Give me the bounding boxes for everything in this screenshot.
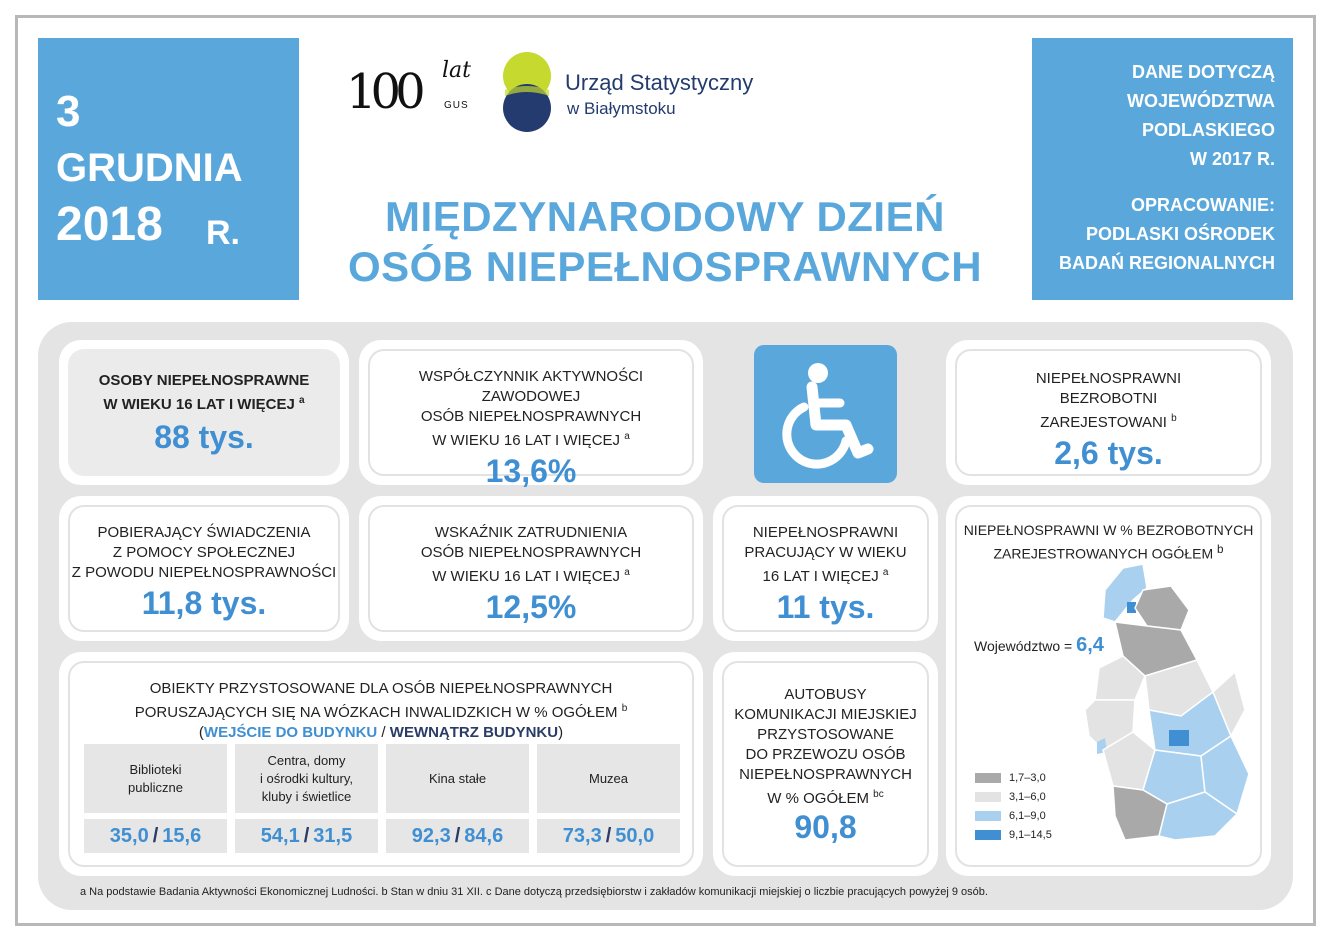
card-label: OSÓB NIEPEŁNOSPRAWNYCH: [420, 544, 642, 561]
objects-col-value: 73,3/50,0: [537, 819, 680, 853]
objects-col-value: 92,3/84,6: [386, 819, 529, 853]
card-label: W % OGÓŁEM bc: [767, 789, 884, 807]
card-label: W WIEKU 16 LAT I WIĘCEJ a: [432, 567, 630, 585]
date-month: GRUDNIA: [56, 146, 243, 190]
objects-legend: (WEJŚCIE DO BUDYNKU / WEWNĄTRZ BUDYNKU): [198, 724, 564, 741]
card-value: 2,6 tys.: [1054, 435, 1163, 471]
card-label: OSOBY NIEPEŁNOSPRAWNE: [98, 372, 310, 389]
info-line-1: DANE DOTYCZĄ: [1132, 62, 1275, 82]
card-unemployed: NIEPEŁNOSPRAWNI BEZROBOTNI ZAREJESTOWANI…: [946, 340, 1271, 485]
objects-title: OBIEKTY PRZYSTOSOWANE DLA OSÓB NIEPEŁNOS…: [149, 680, 613, 697]
card-label: W WIEKU 16 LAT I WIĘCEJ a: [432, 431, 630, 449]
info-line-6: PODLASKI OŚRODEK: [1085, 224, 1275, 244]
logo-gus: GUS: [444, 100, 469, 111]
card-label: DO PRZEWOZU OSÓB: [745, 746, 906, 763]
date-day: 3: [56, 87, 81, 136]
objects-col-header: Muzea: [537, 744, 680, 813]
main-title: MIĘDZYNARODOWY DZIEŃ OSÓB NIEPEŁNOSPRAWN…: [300, 192, 1030, 292]
map-title: ZAREJESTROWANYCH OGÓŁEM b: [993, 543, 1224, 562]
voivodeship-value: Województwo = 6,4: [974, 634, 1104, 656]
map-title: NIEPEŁNOSPRAWNI W % BEZROBOTNYCH: [963, 522, 1254, 538]
objects-col-value: 35,0/15,6: [84, 819, 227, 853]
card-label: Z POWODU NIEPEŁNOSPRAWNOŚCI: [71, 564, 337, 581]
footnote: a Na podstawie Badania Aktywności Ekonom…: [80, 886, 988, 898]
objects-col-header: Centra, domy i ośrodki kultury, kluby i św…: [235, 744, 378, 813]
card-label: KOMUNIKACJI MIEJSKIEJ: [734, 706, 917, 723]
legend-item: 9,1–14,5: [975, 825, 1052, 844]
logo-lat: lat: [442, 58, 471, 83]
statistical-office-logo-icon: [503, 52, 551, 132]
card-label: NIEPEŁNOSPRAWNI: [752, 524, 899, 541]
card-employment-rate: WSKAŹNIK ZATRUDNIENIA OSÓB NIEPEŁNOSPRAW…: [359, 496, 703, 641]
date-box: 3 GRUDNIA 2018 R.: [38, 38, 299, 300]
office-name: Urząd Statystyczny: [565, 70, 754, 95]
card-label: BEZROBOTNI: [1059, 390, 1158, 407]
title-line-1: MIĘDZYNARODOWY DZIEŃ: [385, 193, 945, 240]
card-buses: AUTOBUSY KOMUNIKACJI MIEJSKIEJ PRZYSTOSO…: [713, 652, 938, 876]
card-value: 12,5%: [485, 589, 577, 625]
legend-item: 1,7–3,0: [975, 768, 1052, 787]
logo-hundred: 100: [346, 64, 426, 120]
card-label: Z POMOCY SPOŁECZNEJ: [112, 544, 296, 561]
card-disabled-persons: OSOBY NIEPEŁNOSPRAWNE W WIEKU 16 LAT I W…: [59, 340, 349, 485]
card-label: POBIERAJĄCY ŚWIADCZENIA: [97, 524, 311, 541]
card-label: PRZYSTOSOWANE: [757, 726, 894, 743]
date-suffix: R.: [206, 214, 240, 252]
card-value: 11 tys.: [776, 589, 875, 625]
objects-title: PORUSZAJĄCYCH SIĘ NA WÓZKACH INWALIDZKIC…: [134, 703, 628, 721]
card-label: NIEPEŁNOSPRAWNI: [1035, 370, 1182, 387]
info-line-7: BADAŃ REGIONALNYCH: [1059, 253, 1275, 273]
card-label: NIEPEŁNOSPRAWNYCH: [739, 766, 912, 783]
card-label: ZAREJESTOWANI b: [1040, 413, 1177, 431]
legend-item: 6,1–9,0: [975, 806, 1052, 825]
card-value: 11,8 tys.: [141, 585, 267, 621]
wheelchair-icon: [782, 363, 874, 469]
wheelchair-card: [754, 345, 897, 483]
info-line-3: PODLASKIEGO: [1141, 120, 1275, 140]
card-value: 13,6%: [485, 453, 577, 489]
card-label: OSÓB NIEPEŁNOSPRAWNYCH: [420, 408, 642, 425]
info-box: DANE DOTYCZĄ WOJEWÓDZTWA PODLASKIEGO W 2…: [1032, 38, 1293, 300]
card-value: 88 tys.: [154, 419, 254, 455]
legend-item: 3,1–6,0: [975, 787, 1052, 806]
objects-col-value: 54,1/31,5: [235, 819, 378, 853]
info-line-2: WOJEWÓDZTWA: [1127, 91, 1275, 111]
card-social-benefits: POBIERAJĄCY ŚWIADCZENIA Z POMOCY SPOŁECZ…: [59, 496, 349, 641]
card-label: AUTOBUSY: [784, 686, 867, 703]
podlaskie-map: [1085, 563, 1250, 841]
card-activity-rate: WSPÓŁCZYNNIK AKTYWNOŚCI ZAWODOWEJ OSÓB N…: [359, 340, 703, 489]
map-legend: 1,7–3,0 3,1–6,0 6,1–9,0 9,1–14,5: [975, 768, 1052, 844]
card-label: W WIEKU 16 LAT I WIĘCEJ a: [103, 395, 305, 413]
title-line-2: OSÓB NIEPEŁNOSPRAWNYCH: [347, 243, 983, 290]
card-value: 90,8: [794, 809, 857, 845]
page-frame: [15, 15, 1316, 926]
info-line-4: W 2017 R.: [1189, 149, 1275, 169]
card-label: WSPÓŁCZYNNIK AKTYWNOŚCI ZAWODOWEJ: [418, 368, 644, 405]
card-label: WSKAŹNIK ZATRUDNIENIA: [434, 524, 628, 541]
objects-col-header: Kina stałe: [386, 744, 529, 813]
card-label: 16 LAT I WIĘCEJ a: [762, 567, 889, 585]
info-line-5: OPRACOWANIE:: [1131, 195, 1275, 215]
objects-col-header: Biblioteki publiczne: [84, 744, 227, 813]
card-label: PRACUJĄCY W WIEKU: [744, 544, 907, 561]
date-year: 2018: [56, 198, 163, 251]
card-employed: NIEPEŁNOSPRAWNI PRACUJĄCY W WIEKU 16 LAT…: [713, 496, 938, 641]
office-city: w Białymstoku: [567, 99, 676, 118]
gus-100-logo: 100 lat GUS: [346, 58, 486, 128]
